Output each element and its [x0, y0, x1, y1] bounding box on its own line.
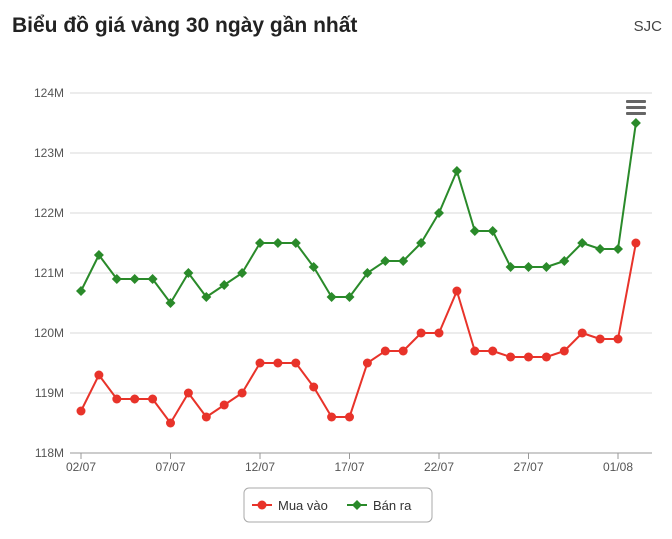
- data-point[interactable]: [219, 280, 230, 290]
- data-point[interactable]: [326, 292, 337, 302]
- data-point[interactable]: [595, 334, 605, 344]
- legend-label: Mua vào: [278, 498, 328, 513]
- x-tick-label: 22/07: [424, 460, 454, 474]
- data-point[interactable]: [129, 274, 140, 284]
- data-point[interactable]: [112, 394, 122, 404]
- data-point[interactable]: [183, 268, 194, 278]
- data-point[interactable]: [237, 268, 248, 278]
- data-point[interactable]: [541, 262, 552, 272]
- data-point[interactable]: [166, 418, 175, 428]
- data-point[interactable]: [524, 352, 533, 362]
- data-point[interactable]: [541, 352, 551, 362]
- chart-title: Biểu đồ giá vàng 30 ngày gần nhất: [12, 14, 358, 37]
- x-tick-label: 17/07: [334, 460, 364, 474]
- x-tick-label: 12/07: [245, 460, 275, 474]
- data-point[interactable]: [201, 412, 211, 422]
- x-axis-ticks: 02/07 07/07 12/07 17/07 22/07 27/07 01/08: [66, 453, 633, 474]
- data-point[interactable]: [434, 208, 444, 218]
- data-point[interactable]: [488, 346, 498, 356]
- data-point[interactable]: [291, 358, 301, 368]
- data-point[interactable]: [523, 262, 534, 272]
- data-point[interactable]: [398, 256, 409, 266]
- data-point[interactable]: [219, 400, 229, 410]
- y-tick-label: 124M: [34, 86, 64, 100]
- data-point[interactable]: [327, 412, 337, 422]
- data-point[interactable]: [470, 346, 480, 356]
- y-tick-label: 122M: [34, 206, 64, 220]
- hamburger-menu-icon[interactable]: [624, 98, 646, 118]
- data-point[interactable]: [416, 238, 427, 248]
- x-tick-label: 01/08: [603, 460, 633, 474]
- data-point[interactable]: [416, 328, 426, 338]
- data-point[interactable]: [380, 256, 391, 266]
- y-tick-label: 120M: [34, 326, 64, 340]
- data-point[interactable]: [613, 244, 623, 254]
- data-point[interactable]: [165, 298, 176, 308]
- data-point[interactable]: [183, 388, 193, 398]
- legend-marker: [257, 500, 267, 510]
- data-point[interactable]: [631, 238, 641, 248]
- data-point[interactable]: [147, 274, 158, 284]
- x-tick-label: 27/07: [513, 460, 543, 474]
- data-point[interactable]: [469, 226, 480, 236]
- data-point[interactable]: [630, 118, 641, 128]
- data-point[interactable]: [76, 406, 86, 416]
- data-point[interactable]: [201, 292, 212, 302]
- data-point[interactable]: [94, 370, 104, 380]
- x-tick-label: 07/07: [155, 460, 185, 474]
- data-point[interactable]: [577, 238, 588, 248]
- data-point[interactable]: [76, 286, 86, 296]
- legend-marker: [352, 500, 362, 510]
- legend-item[interactable]: Mua vào: [252, 498, 328, 513]
- data-point[interactable]: [273, 358, 283, 368]
- data-point[interactable]: [362, 268, 373, 278]
- data-point[interactable]: [93, 250, 104, 260]
- y-axis-ticks: 118M 119M 120M 121M 122M 123M 124M: [34, 86, 64, 460]
- y-tick-label: 118M: [35, 446, 64, 460]
- data-point[interactable]: [362, 358, 372, 368]
- data-point[interactable]: [344, 292, 355, 302]
- data-point[interactable]: [559, 256, 570, 266]
- y-tick-label: 121M: [34, 266, 64, 280]
- legend-label: Bán ra: [373, 498, 412, 513]
- data-point[interactable]: [398, 346, 408, 356]
- data-point[interactable]: [309, 382, 319, 392]
- source-label: SJC: [633, 18, 662, 35]
- data-point[interactable]: [308, 262, 319, 272]
- data-point[interactable]: [613, 334, 623, 344]
- data-point[interactable]: [487, 226, 498, 236]
- data-point[interactable]: [111, 274, 122, 284]
- data-point[interactable]: [452, 286, 462, 296]
- series-layer: [76, 118, 641, 428]
- data-point[interactable]: [451, 166, 462, 176]
- x-tick-label: 02/07: [66, 460, 96, 474]
- data-point[interactable]: [345, 412, 354, 422]
- data-point[interactable]: [506, 352, 516, 362]
- data-point[interactable]: [434, 328, 444, 338]
- data-point[interactable]: [380, 346, 390, 356]
- data-point[interactable]: [255, 358, 265, 368]
- data-point[interactable]: [595, 244, 606, 254]
- data-point[interactable]: [272, 238, 283, 248]
- y-tick-label: 123M: [34, 146, 64, 160]
- data-point[interactable]: [559, 346, 569, 356]
- grid-lines: [70, 92, 652, 454]
- legend-box: [243, 487, 433, 523]
- data-point[interactable]: [505, 262, 516, 272]
- legend: Mua vào Bán ra: [243, 487, 433, 523]
- data-point[interactable]: [130, 394, 140, 404]
- data-point[interactable]: [148, 394, 158, 404]
- y-tick-label: 119M: [35, 386, 64, 400]
- data-point[interactable]: [290, 238, 301, 248]
- data-point[interactable]: [577, 328, 587, 338]
- legend-item[interactable]: Bán ra: [347, 498, 412, 513]
- data-point[interactable]: [237, 388, 247, 398]
- data-point[interactable]: [255, 238, 265, 248]
